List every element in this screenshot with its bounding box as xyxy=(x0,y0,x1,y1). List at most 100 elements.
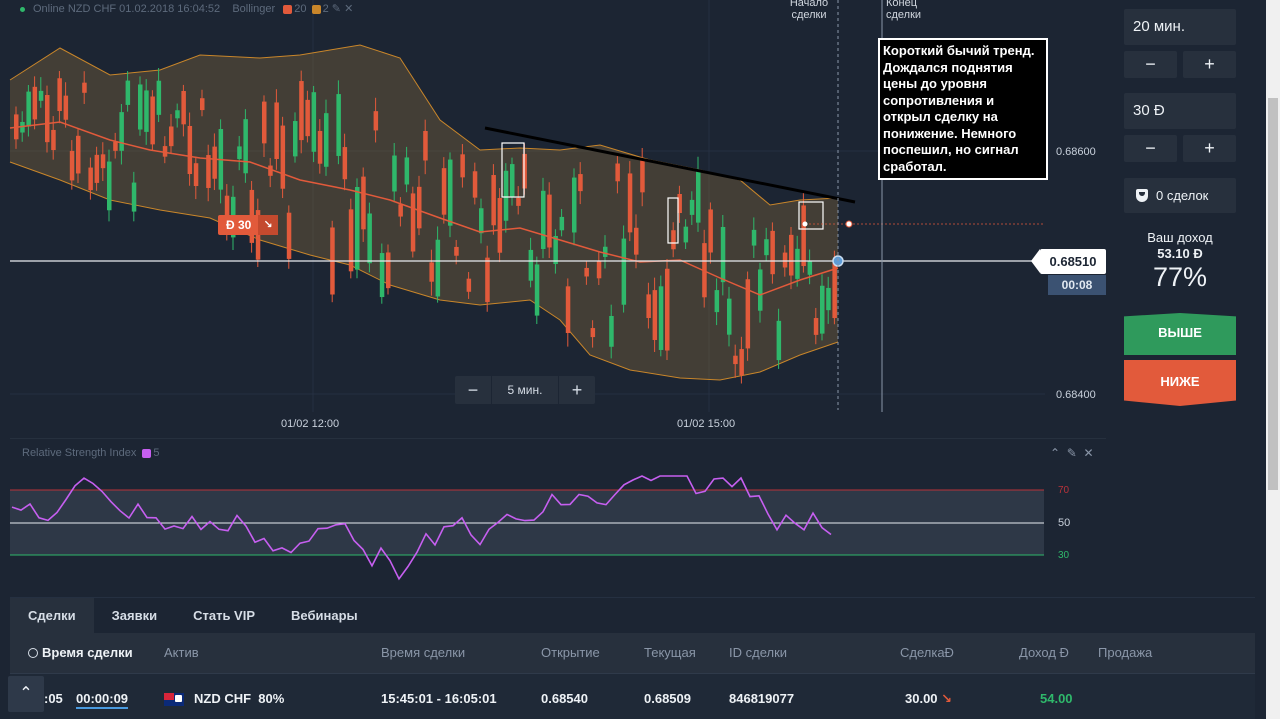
clock-icon xyxy=(28,648,38,658)
duration-plus-button[interactable]: + xyxy=(1183,51,1236,78)
candle xyxy=(584,267,589,277)
candle xyxy=(565,286,571,334)
countdown: 00:00:09 xyxy=(76,691,129,709)
candle xyxy=(125,80,131,105)
tab-vip[interactable]: Стать VIP xyxy=(193,608,256,623)
candle xyxy=(547,194,552,248)
candle xyxy=(94,154,100,183)
candle xyxy=(156,80,162,115)
candle xyxy=(417,186,422,229)
deals-button[interactable]: 0 сделок xyxy=(1124,178,1236,213)
candle xyxy=(733,355,738,365)
column-header: Текущая xyxy=(644,645,696,660)
highlight-box xyxy=(501,142,525,198)
scroll-up-button[interactable]: ⌃ xyxy=(8,676,44,712)
candle xyxy=(739,349,744,376)
candle xyxy=(696,170,701,223)
candle xyxy=(441,168,447,215)
trade-marker[interactable]: Ɖ 30 ↘ xyxy=(218,215,278,235)
column-header-label: Время сделки xyxy=(42,645,133,660)
amount-input[interactable]: 30 Ɖ xyxy=(1124,93,1236,129)
candle xyxy=(590,328,596,338)
candle xyxy=(404,157,410,185)
color-swatch[interactable] xyxy=(142,448,152,458)
column-header[interactable]: Время сделки xyxy=(28,645,133,660)
duration-input[interactable]: 20 мин. xyxy=(1124,9,1236,45)
candle xyxy=(801,205,806,267)
column-header: ID сделки xyxy=(729,645,788,660)
candle xyxy=(677,193,682,214)
close-icon[interactable]: ✕ xyxy=(344,3,354,15)
candle xyxy=(640,160,645,193)
amount-minus-button[interactable]: − xyxy=(1124,135,1177,162)
amount-plus-button[interactable]: + xyxy=(1183,135,1236,162)
column-header: Время сделки xyxy=(381,645,466,660)
time-axis-label: 01/02 15:00 xyxy=(677,418,736,430)
candle xyxy=(472,171,478,198)
tab-orders[interactable]: Заявки xyxy=(111,608,158,623)
lower-button[interactable]: НИЖЕ xyxy=(1124,360,1236,406)
tab-webinars[interactable]: Вебинары xyxy=(291,608,358,623)
candle xyxy=(286,212,292,259)
scrollbar-thumb[interactable] xyxy=(1268,98,1278,490)
candle xyxy=(714,290,720,313)
rsi-chart[interactable] xyxy=(0,438,1110,588)
candle xyxy=(100,154,106,169)
candle xyxy=(317,130,323,164)
candle xyxy=(460,154,465,178)
candle xyxy=(386,252,391,289)
candle xyxy=(789,234,794,276)
deal-income: 54.00 xyxy=(1040,691,1073,706)
candle xyxy=(243,119,248,174)
indicator-name: Bollinger xyxy=(232,3,276,15)
candle xyxy=(479,208,484,234)
color-swatch[interactable] xyxy=(311,4,321,14)
deal-period: 15:45:01 - 16:05:01 xyxy=(381,691,497,706)
column-header: Актив xyxy=(164,645,199,660)
candle xyxy=(181,90,186,125)
candle xyxy=(175,110,180,119)
candle xyxy=(658,286,664,350)
shield-icon xyxy=(1136,189,1148,202)
candle xyxy=(553,235,558,265)
candle xyxy=(534,264,540,316)
scrollbar[interactable] xyxy=(1266,0,1280,719)
close-icon[interactable]: ✕ xyxy=(1083,446,1094,460)
candle xyxy=(689,199,695,215)
table-row[interactable]: :05 00:00:09 NZD CHF 80% 15:45:01 - 16:0… xyxy=(10,673,1255,719)
zoom-in-button[interactable]: + xyxy=(571,380,583,400)
candle xyxy=(541,190,546,249)
candle xyxy=(373,111,379,131)
deals-label: 0 сделок xyxy=(1156,188,1209,203)
price-axis-label: 0.68600 xyxy=(1056,146,1096,158)
timeframe-label[interactable]: 5 мин. xyxy=(491,376,559,404)
candle xyxy=(683,226,689,243)
flag-icon xyxy=(164,693,184,707)
higher-button[interactable]: ВЫШЕ xyxy=(1124,313,1236,355)
arrow-down-right-icon: ↘ xyxy=(941,691,953,706)
column-header: СделкаƉ xyxy=(900,645,954,660)
rsi-level-label: 50 xyxy=(1058,517,1071,529)
zoom-out-button[interactable]: − xyxy=(467,380,479,400)
candle xyxy=(528,249,534,281)
pencil-icon[interactable]: ✎ xyxy=(1066,446,1077,460)
color-swatch[interactable] xyxy=(283,4,293,14)
bollinger-lower-band xyxy=(9,161,839,381)
tab-deals[interactable]: Сделки xyxy=(10,598,94,633)
marker-label: сделки xyxy=(886,9,922,21)
chevron-up-icon[interactable]: ⌃ xyxy=(1050,446,1061,460)
candle xyxy=(807,260,813,275)
candle xyxy=(727,298,732,335)
table-header: Время сделки Актив Время сделки Открытие… xyxy=(10,633,1255,673)
candle xyxy=(410,193,416,252)
candle xyxy=(88,167,93,191)
duration-minus-button[interactable]: − xyxy=(1124,51,1177,78)
deal-amount-value: 30.00 xyxy=(905,691,938,706)
candle xyxy=(652,290,658,340)
pencil-icon[interactable]: ✎ xyxy=(331,3,341,15)
rsi-level-label: 70 xyxy=(1058,485,1070,496)
candle xyxy=(516,197,521,206)
trade-start-marker: Начало сделки xyxy=(780,0,838,21)
candle xyxy=(206,155,211,188)
candle xyxy=(671,230,676,250)
